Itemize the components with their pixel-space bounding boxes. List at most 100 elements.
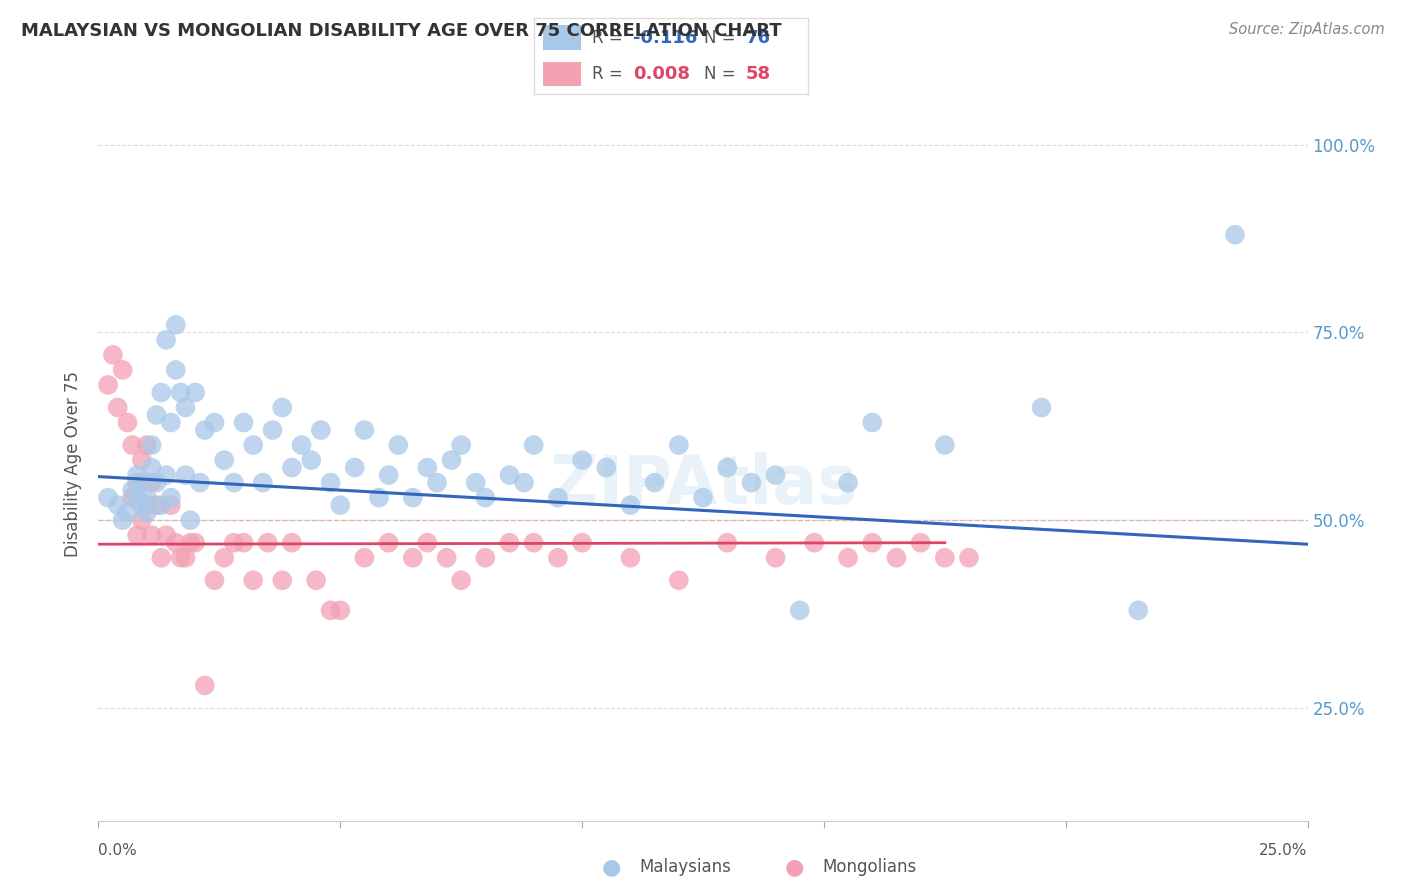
Point: [222, 475, 245, 490]
Point: [141, 438, 163, 452]
Point: [402, 491, 425, 505]
Point: [290, 438, 312, 452]
Point: [165, 363, 187, 377]
Point: [155, 468, 177, 483]
Text: Source: ZipAtlas.com: Source: ZipAtlas.com: [1229, 22, 1385, 37]
Point: [498, 535, 520, 549]
Point: [169, 385, 191, 400]
Point: [450, 574, 472, 588]
Text: ●: ●: [785, 857, 804, 877]
Point: [160, 498, 183, 512]
Point: [523, 438, 546, 452]
Point: [165, 535, 187, 549]
Point: [402, 550, 425, 565]
Point: [184, 385, 207, 400]
Point: [262, 423, 284, 437]
Point: [765, 468, 787, 483]
Point: [644, 475, 666, 490]
Point: [619, 550, 641, 565]
Point: [131, 475, 153, 490]
Point: [145, 498, 167, 512]
Point: [194, 678, 217, 692]
Point: [232, 416, 254, 430]
Point: [571, 453, 593, 467]
Point: [343, 460, 366, 475]
Point: [101, 348, 124, 362]
Point: [436, 550, 458, 565]
Point: [377, 535, 399, 549]
Point: [860, 535, 883, 549]
Point: [150, 385, 173, 400]
Point: [319, 603, 342, 617]
Point: [271, 401, 294, 415]
Point: [174, 468, 197, 483]
Point: [131, 513, 153, 527]
Point: [179, 513, 201, 527]
Point: [127, 491, 149, 505]
Text: R =: R =: [592, 29, 628, 46]
Point: [117, 416, 139, 430]
Point: [155, 333, 177, 347]
Text: N =: N =: [704, 29, 741, 46]
Point: [150, 498, 173, 512]
Text: -0.116: -0.116: [633, 29, 697, 46]
Point: [135, 506, 157, 520]
Point: [135, 498, 157, 512]
Point: [387, 438, 409, 452]
Point: [934, 438, 956, 452]
Point: [716, 460, 738, 475]
Point: [117, 506, 139, 520]
Point: [716, 535, 738, 549]
Point: [111, 513, 134, 527]
Point: [910, 535, 932, 549]
Point: [305, 574, 328, 588]
Point: [368, 491, 391, 505]
Point: [416, 460, 439, 475]
Point: [474, 491, 496, 505]
Point: [160, 416, 183, 430]
Point: [165, 318, 187, 332]
Point: [299, 453, 322, 467]
Point: [860, 416, 883, 430]
Bar: [543, 26, 581, 50]
Point: [498, 468, 520, 483]
Point: [150, 550, 173, 565]
Point: [571, 535, 593, 549]
Point: [141, 528, 163, 542]
Point: [668, 438, 690, 452]
Bar: [543, 62, 581, 87]
Point: [474, 550, 496, 565]
Point: [523, 535, 546, 549]
Point: [252, 475, 274, 490]
Point: [121, 491, 143, 505]
Point: [886, 550, 908, 565]
Point: [188, 475, 211, 490]
Point: [765, 550, 787, 565]
Point: [329, 498, 352, 512]
Point: [155, 528, 177, 542]
Point: [740, 475, 762, 490]
Point: [212, 453, 235, 467]
Point: [353, 550, 375, 565]
Point: [141, 460, 163, 475]
Point: [107, 498, 129, 512]
Point: [619, 498, 641, 512]
Point: [271, 574, 294, 588]
Point: [837, 475, 859, 490]
Point: [450, 438, 472, 452]
Point: [957, 550, 980, 565]
Point: [281, 535, 304, 549]
Point: [464, 475, 486, 490]
Point: [803, 535, 825, 549]
Text: ZIPAtlas: ZIPAtlas: [550, 452, 856, 518]
Point: [329, 603, 352, 617]
Text: N =: N =: [704, 65, 741, 83]
Point: [319, 475, 342, 490]
Point: [426, 475, 449, 490]
Point: [127, 468, 149, 483]
Point: [204, 574, 226, 588]
Text: 0.008: 0.008: [633, 65, 690, 83]
Point: [1031, 401, 1053, 415]
Point: [145, 475, 167, 490]
Point: [127, 475, 149, 490]
